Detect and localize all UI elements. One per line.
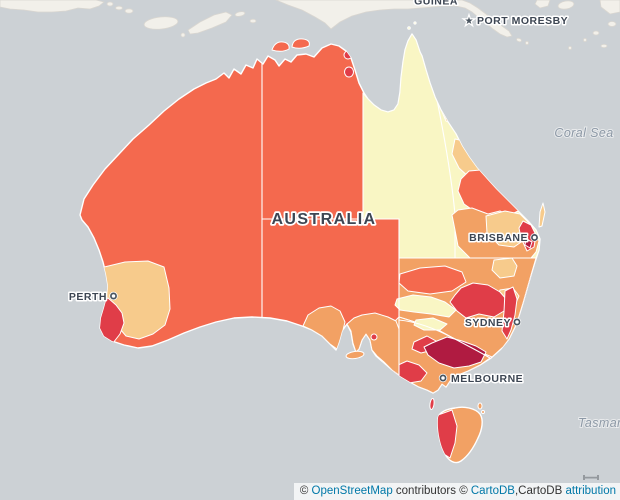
png-island-9 xyxy=(568,46,573,51)
indonesia-islands xyxy=(0,0,257,38)
perth-marker xyxy=(109,291,118,301)
port-moresby-label: PORT MORESBY xyxy=(477,15,568,27)
region-fraser-island[interactable] xyxy=(538,202,546,228)
png-island-2 xyxy=(525,41,530,46)
choropleth-layer[interactable] xyxy=(79,21,546,464)
osm-link[interactable]: OpenStreetMap xyxy=(311,485,393,497)
region-brisbane-inner[interactable] xyxy=(524,238,533,249)
region-torres-1[interactable] xyxy=(407,26,411,30)
region-riverina[interactable] xyxy=(394,294,457,318)
island-small-2 xyxy=(115,5,123,11)
png-island-4 xyxy=(557,0,575,10)
png-island-8 xyxy=(583,38,588,43)
cartodb-text: ,CartoDB xyxy=(514,485,566,497)
region-tasmania-west[interactable] xyxy=(430,409,458,459)
png-island-11 xyxy=(546,23,550,27)
brisbane-label: BRISBANE xyxy=(469,232,528,244)
png-island-3 xyxy=(534,0,551,9)
region-adelaide[interactable] xyxy=(370,333,378,341)
island-timor xyxy=(187,11,233,35)
tasman-sea-label: Tasman xyxy=(578,416,620,430)
region-flinders-small[interactable] xyxy=(481,410,485,414)
island-small-4 xyxy=(249,18,257,24)
place-labels: AUSTRALIA PERTH SYDNEY MELBOURNE BRISBAN… xyxy=(67,0,620,431)
coral-sea-label: Coral Sea xyxy=(554,126,613,140)
island-sumba xyxy=(143,16,179,30)
melbourne-label: MELBOURNE xyxy=(451,373,523,385)
region-tiwi-west[interactable] xyxy=(271,41,290,52)
copyright-symbol: © xyxy=(299,485,312,497)
qld-inland-border xyxy=(436,99,456,259)
attribution-link[interactable]: attribution xyxy=(565,485,616,497)
contributors-text: contributors © xyxy=(392,485,471,497)
region-nsw-central[interactable] xyxy=(398,265,467,295)
region-torres-2[interactable] xyxy=(413,21,417,25)
png-island-5 xyxy=(599,0,620,15)
island-flores xyxy=(0,0,105,13)
region-tiwi-east[interactable] xyxy=(291,38,310,49)
region-flinders-island[interactable] xyxy=(477,402,483,410)
scale-bar xyxy=(583,475,599,480)
island-wetar xyxy=(234,11,246,17)
attribution-bar: © OpenStreetMap contributors © CartoDB,C… xyxy=(293,483,620,500)
png-island-6 xyxy=(607,21,617,27)
city-markers: ★ xyxy=(109,15,539,383)
region-north-vic[interactable] xyxy=(413,317,448,331)
png-island-10 xyxy=(600,44,608,49)
cartodb-link[interactable]: CartoDB xyxy=(470,485,515,497)
png-island-1 xyxy=(516,37,522,43)
region-hume[interactable] xyxy=(423,336,487,369)
island-small-1 xyxy=(106,1,114,7)
island-rote xyxy=(180,32,186,38)
region-groote-eylandt[interactable] xyxy=(344,66,354,78)
guinea-partial-label: GUINEA xyxy=(414,0,458,8)
island-small-3 xyxy=(124,8,134,14)
png-mainland xyxy=(275,0,513,38)
sydney-label: SYDNEY xyxy=(465,317,511,329)
png-island-7 xyxy=(592,30,600,36)
sydney-marker xyxy=(512,317,522,327)
port-moresby-star-icon: ★ xyxy=(465,16,474,27)
perth-label: PERTH xyxy=(69,291,107,303)
region-king-island[interactable] xyxy=(429,398,435,410)
new-guinea-land xyxy=(275,0,620,51)
brisbane-marker xyxy=(530,233,539,242)
region-nsw-north-coast[interactable] xyxy=(501,286,518,340)
melbourne-marker xyxy=(438,373,448,383)
country-label: AUSTRALIA xyxy=(271,211,376,228)
region-eyre-peninsula[interactable] xyxy=(302,305,346,350)
region-kangaroo-island[interactable] xyxy=(345,350,365,360)
state-borders xyxy=(261,57,538,378)
